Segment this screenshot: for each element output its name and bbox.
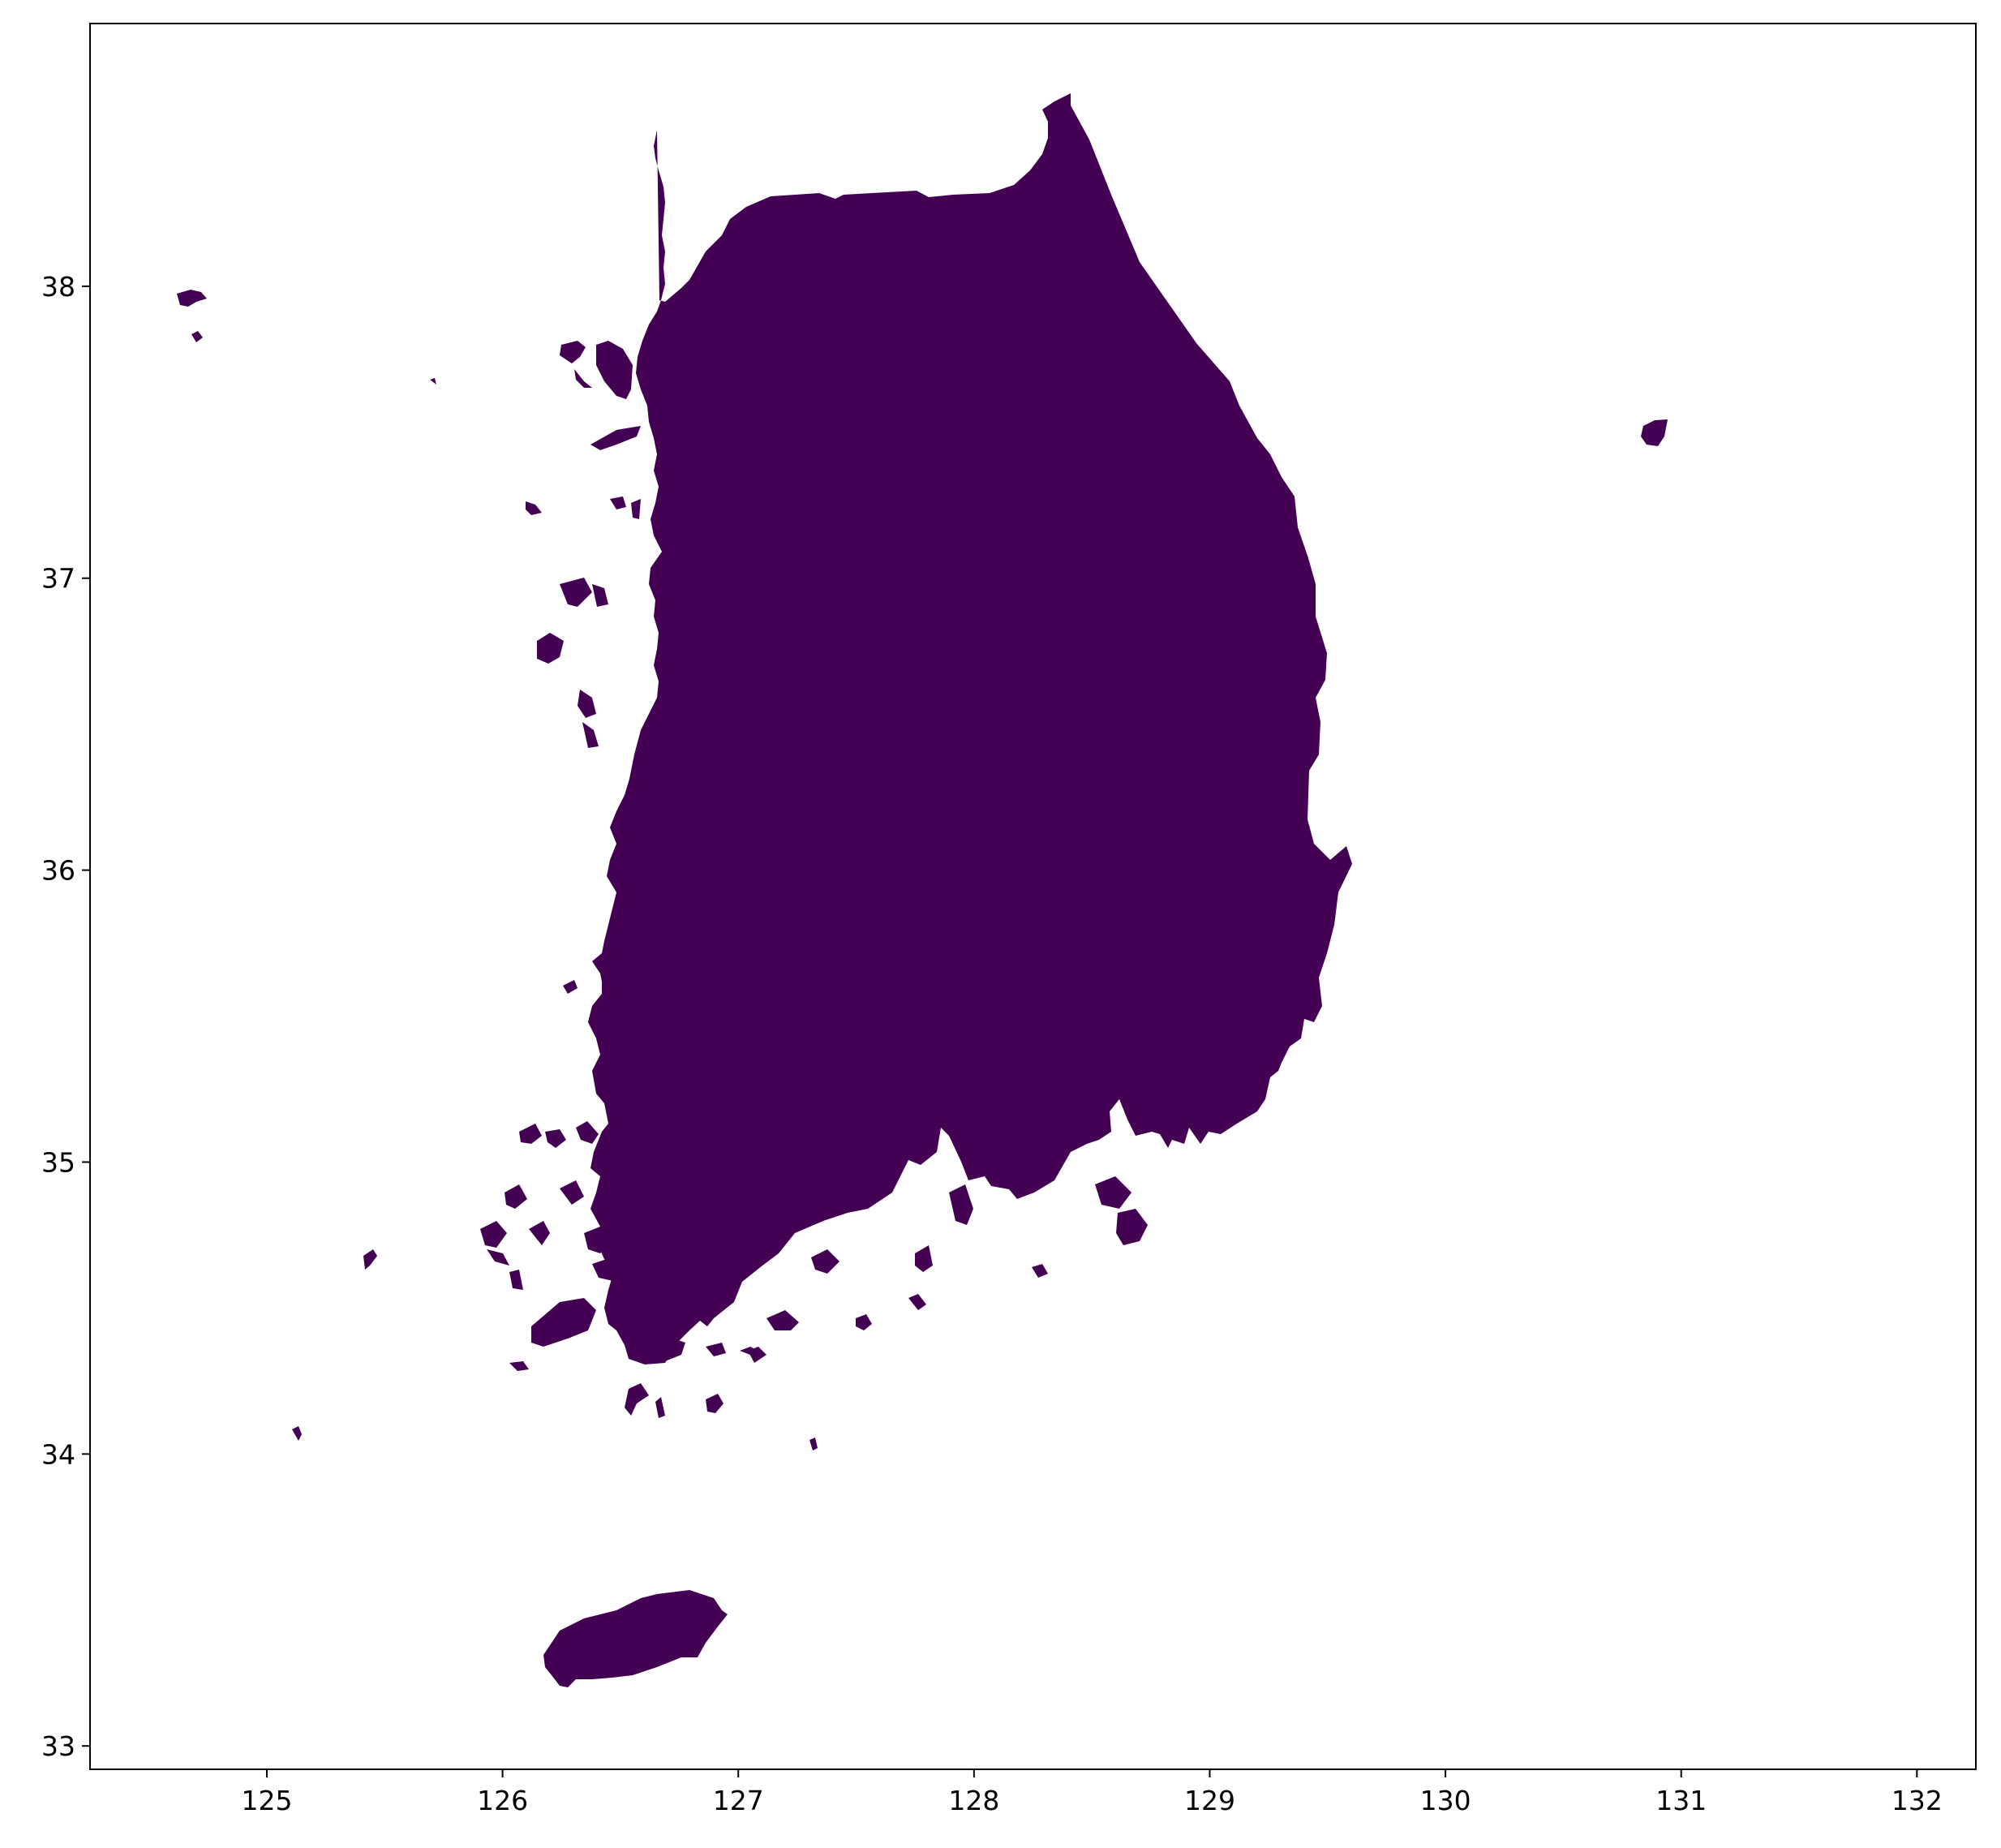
island-s-1 [625,1383,649,1416]
island-incheon-1 [590,426,641,450]
island-sw-15 [292,1426,302,1441]
island-s-4 [657,1339,685,1361]
island-sw-11 [592,1256,641,1282]
island-sw-14 [363,1249,377,1270]
x-tick-label: 125 [241,1785,292,1816]
x-tick-label: 130 [1420,1785,1471,1816]
island-s-11 [915,1245,933,1272]
island-sw-4 [505,1184,527,1209]
island-west-1 [563,980,578,994]
island-sw-12 [531,1298,596,1347]
island-nw-3 [191,331,203,342]
y-tick-label: 36 [41,855,75,887]
island-sw-6 [487,1249,509,1266]
island-taean-3 [592,584,608,607]
y-tick-label: 35 [41,1146,75,1178]
y-tick-label: 34 [41,1438,75,1470]
island-nw-1 [560,341,586,363]
ulleung-island [1641,419,1668,446]
island-nw-4 [430,378,436,385]
island-incheon-2 [526,501,542,515]
island-s-7 [766,1310,799,1330]
x-axis: 125 126 127 128 129 130 131 132 [241,1769,1943,1816]
island-s-12 [949,1184,973,1225]
island-s-13 [1032,1264,1048,1278]
island-incheon-4 [631,499,641,519]
island-sw-5 [480,1221,507,1248]
y-tick-label: 37 [41,563,75,595]
x-tick-label: 132 [1892,1785,1943,1816]
y-tick-label: 33 [41,1730,75,1762]
island-s-17 [748,1347,766,1363]
island-sw-13 [509,1361,529,1371]
mainland-korea [588,93,1352,1365]
x-tick-label: 131 [1655,1785,1707,1816]
island-s-14 [1095,1176,1131,1209]
island-s-16 [809,1438,818,1450]
x-tick-label: 128 [948,1785,999,1816]
island-s-9 [856,1314,872,1330]
y-tick-label: 38 [41,271,75,303]
y-axis: 33 34 35 36 37 38 [41,271,90,1762]
island-taean-2 [560,578,592,607]
x-tick-label: 126 [477,1785,528,1816]
island-s-10 [908,1294,926,1310]
island-s-8 [811,1249,839,1274]
ganghwa-island [596,341,633,399]
jeju-island [543,1590,728,1687]
island-s-15 [1116,1209,1148,1245]
island-s-3 [706,1394,724,1413]
island-s-5 [706,1343,726,1356]
island-taean-4 [578,690,596,718]
island-s-2 [655,1397,665,1418]
x-tick-label: 129 [1184,1785,1235,1816]
baengnyeong-island [177,290,207,307]
island-taean-5 [582,722,599,748]
island-nw-2 [574,369,592,388]
land-layer [177,93,1668,1687]
island-sw-10 [509,1270,523,1290]
plot-frame [89,23,1977,1770]
island-sw-9 [584,1227,610,1253]
island-incheon-3 [610,496,626,509]
island-sw-3 [576,1121,599,1144]
x-tick-label: 127 [713,1785,764,1816]
island-taean-1 [537,633,564,664]
island-sw-1 [519,1124,542,1144]
island-sw-2 [545,1129,566,1148]
island-sw-8 [560,1180,584,1205]
island-sw-7 [529,1221,550,1245]
